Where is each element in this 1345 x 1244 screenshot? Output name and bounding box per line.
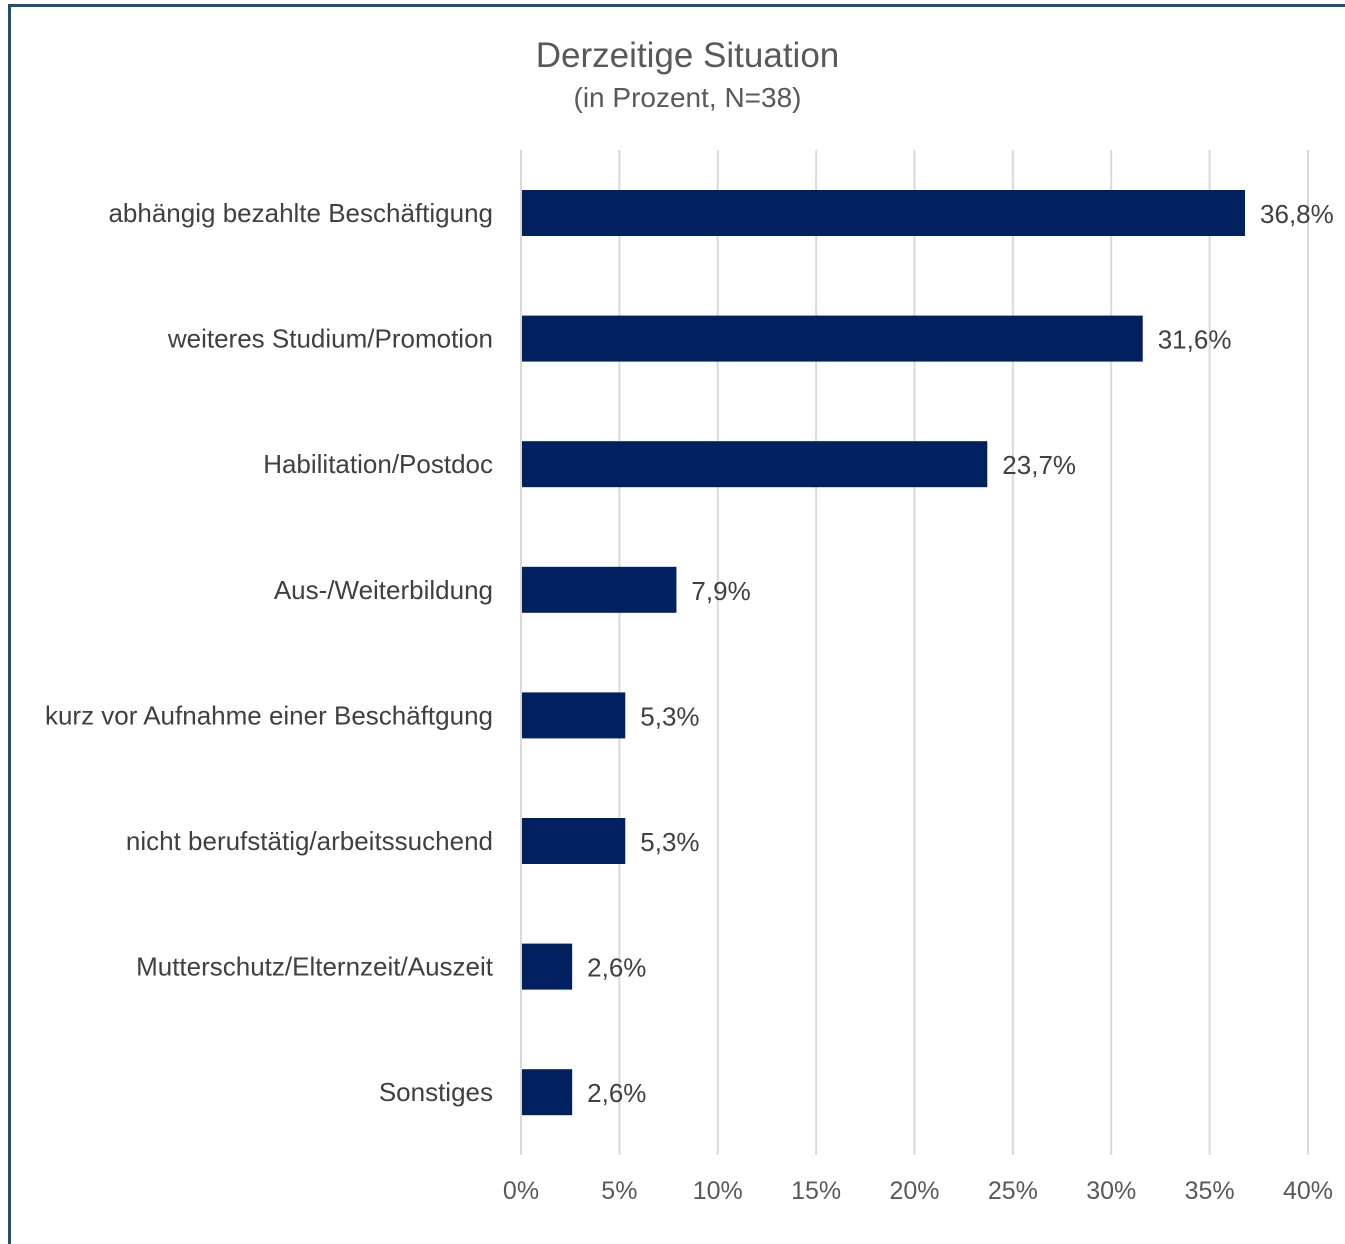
chart-title: Derzeitige Situation	[535, 36, 840, 75]
category-label: Mutterschutz/Elternzeit/Auszeit	[136, 952, 494, 982]
data-label: 5,3%	[640, 701, 699, 731]
category-label: Sonstiges	[379, 1077, 493, 1107]
x-tick-label: 20%	[889, 1177, 939, 1205]
x-tick-label: 5%	[601, 1177, 637, 1205]
category-label: weiteres Studium/Promotion	[167, 324, 493, 354]
data-label: 23,7%	[1002, 450, 1076, 480]
bar	[522, 190, 1246, 236]
category-label: Aus-/Weiterbildung	[274, 575, 493, 605]
data-label: 31,6%	[1158, 325, 1232, 355]
category-label: abhängig bezahlte Beschäftigung	[108, 198, 493, 228]
bar	[522, 441, 988, 488]
data-label: 2,6%	[587, 953, 646, 983]
bar	[522, 692, 626, 739]
x-tick-label: 0%	[503, 1177, 539, 1205]
bar	[522, 1069, 573, 1116]
bar	[522, 943, 573, 990]
data-label: 2,6%	[587, 1078, 646, 1108]
chart-subtitle: (in Prozent, N=38)	[573, 82, 802, 113]
x-tick-label: 25%	[988, 1177, 1038, 1205]
data-label: 36,8%	[1260, 199, 1334, 229]
category-label: nicht berufstätig/arbeitssuchend	[126, 826, 493, 856]
x-tick-label: 35%	[1185, 1177, 1235, 1205]
data-label: 7,9%	[691, 576, 750, 606]
x-tick-label: 10%	[693, 1177, 743, 1205]
bar	[522, 315, 1143, 362]
x-tick-label: 15%	[791, 1177, 841, 1205]
bar	[522, 818, 626, 864]
x-tick-label: 40%	[1283, 1177, 1333, 1205]
chart-frame	[8, 4, 1345, 1244]
data-label: 5,3%	[640, 827, 699, 857]
category-label: kurz vor Aufnahme einer Beschäftgung	[45, 700, 493, 730]
category-label: Habilitation/Postdoc	[263, 449, 493, 479]
bar	[522, 566, 677, 613]
x-tick-label: 30%	[1086, 1177, 1136, 1205]
